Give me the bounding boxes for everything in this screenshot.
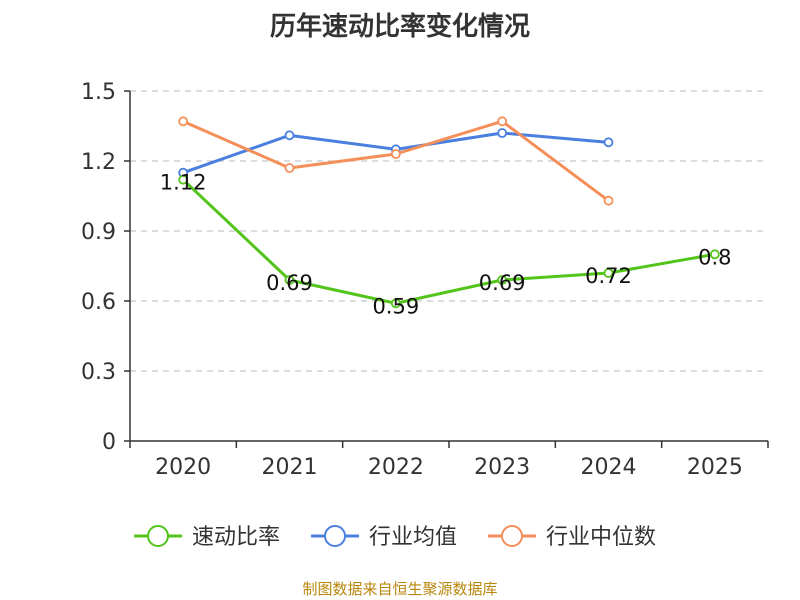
data-point [709, 249, 720, 260]
data-label: 0.69 [479, 271, 526, 295]
series [178, 116, 720, 309]
y-tick-label: 1.2 [81, 150, 116, 175]
legend-label: 速动比率 [192, 525, 280, 550]
data-label: 1.12 [160, 171, 207, 195]
y-tick-label: 0.6 [81, 290, 116, 315]
x-tick-label: 2023 [474, 455, 530, 480]
source-footer: 制图数据来自恒生聚源数据库 [302, 580, 498, 598]
data-point [284, 163, 295, 173]
legend-label: 行业中位数 [546, 525, 656, 550]
legend-item[interactable]: 行业中位数 [488, 525, 656, 550]
data-point [390, 149, 401, 159]
data-point [497, 275, 508, 285]
data-label: 0.59 [372, 294, 419, 318]
legend-item[interactable]: 速动比率 [134, 525, 280, 550]
data-point [603, 195, 614, 206]
x-tick-label: 2020 [155, 455, 211, 480]
axes: 0 0.3 0.6 0.9 1.2 1.5 2020 2021 2022 2023 2024 2025 [81, 80, 769, 480]
data-labels: 1.12 0.69 0.59 0.69 0.72 0.8 [160, 171, 732, 319]
y-tick-label: 0 [102, 430, 116, 455]
series-line [182, 178, 716, 305]
data-point [178, 174, 189, 185]
data-label: 0.72 [585, 264, 632, 288]
y-tick-label: 0.3 [81, 360, 116, 385]
legend-swatch-marker [324, 525, 346, 547]
data-point [284, 130, 295, 141]
data-point [603, 268, 614, 278]
data-label: 0.69 [266, 271, 313, 295]
x-tick-label: 2024 [581, 455, 637, 480]
data-label: 0.8 [698, 245, 731, 269]
data-point [603, 137, 614, 148]
data-point [390, 298, 401, 309]
data-point [178, 116, 189, 127]
chart-title: 历年速动比率变化情况 [269, 12, 530, 42]
legend-swatch-marker [501, 525, 523, 547]
data-point [284, 275, 295, 285]
legend[interactable]: 速动比率 行业均值 行业中位数 [134, 525, 656, 550]
y-tick-label: 0.9 [81, 220, 116, 245]
data-point [497, 128, 508, 138]
x-tick-label: 2022 [368, 455, 424, 480]
legend-item[interactable]: 行业均值 [311, 525, 457, 550]
y-tick-label: 1.5 [81, 80, 116, 105]
x-tick-label: 2021 [262, 455, 318, 480]
data-point [497, 116, 508, 127]
gridlines [130, 90, 768, 372]
legend-swatch-marker [147, 525, 169, 547]
legend-label: 行业均值 [369, 525, 457, 550]
x-tick-label: 2025 [687, 455, 743, 480]
